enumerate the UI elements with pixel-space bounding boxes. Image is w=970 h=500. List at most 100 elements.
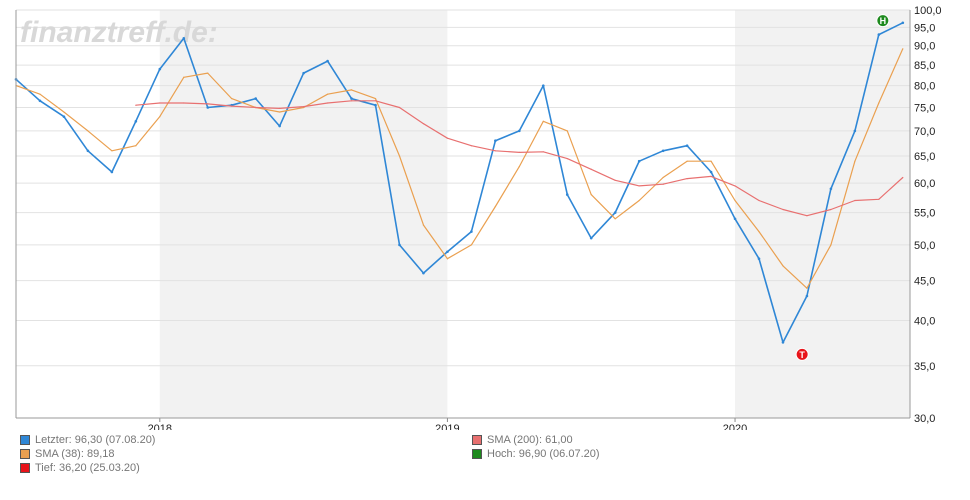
series-point-letzter (494, 139, 497, 142)
series-point-sma-38 (806, 287, 808, 289)
series-point-letzter (661, 149, 665, 153)
series-point-sma-200 (638, 185, 640, 187)
y-tick-label: 90,0 (914, 41, 935, 53)
series-point-letzter (709, 170, 713, 174)
series-point-sma-38 (422, 224, 425, 226)
x-tick-label: 2020 (723, 423, 747, 430)
legend-swatch-sma38 (20, 449, 30, 459)
series-point-sma-200 (614, 179, 616, 181)
series-point-letzter (254, 97, 257, 100)
price-chart: finanztreff.de: 30,0 35,0 40,0 45,0 50,0 55,0… (14, 5, 942, 430)
series-point-sma-200 (758, 199, 760, 202)
series-point-sma-200 (231, 105, 233, 107)
series-point-letzter (38, 99, 42, 103)
series-point-sma-38 (398, 155, 401, 157)
series-point-letzter (613, 211, 617, 214)
series-point-sma-38 (782, 265, 784, 267)
series-point-sma-38 (878, 102, 880, 104)
series-point-sma-38 (638, 199, 640, 202)
series-point-sma-38 (662, 176, 664, 179)
series-point-letzter (62, 115, 66, 118)
series-point-sma-200 (446, 137, 449, 139)
series-point-sma-200 (782, 208, 784, 211)
series-point-sma-200 (734, 185, 736, 187)
series-point-sma-200 (518, 151, 520, 153)
legend: Letzter: 96,30 (07.08.20) SMA (200): 61,… (20, 434, 720, 478)
series-point-letzter (350, 97, 353, 100)
grid-lines (16, 9, 910, 419)
series-point-letzter (829, 187, 833, 191)
legend-label-sma200: SMA (200): 61,00 (487, 434, 573, 446)
series-point-sma-200 (326, 102, 329, 104)
series-point-sma-38 (830, 244, 832, 246)
series-point-sma-200 (279, 107, 281, 109)
y-tick-label: 100,0 (914, 5, 942, 17)
series-point-letzter (446, 250, 449, 254)
series-line-letzter (15, 22, 904, 344)
legend-label-low: Tief: 36,20 (25.03.20) (35, 462, 140, 474)
series-point-letzter (182, 36, 186, 40)
series-point-letzter (470, 230, 473, 233)
series-point-letzter (86, 149, 90, 153)
series-point-sma-200 (350, 100, 353, 102)
series-point-sma-38 (87, 130, 89, 132)
series-point-sma-38 (279, 111, 281, 113)
legend-item-high: Hoch: 96,90 (06.07.20) (472, 448, 600, 460)
y-tick-label: 55,0 (914, 208, 935, 220)
legend-item-sma38: SMA (38): 89,18 (20, 448, 115, 460)
series-point-sma-200 (854, 199, 856, 202)
series-layer (14, 21, 905, 344)
series-point-letzter (158, 67, 162, 71)
series-point-sma-38 (542, 120, 544, 122)
series-point-sma-38 (710, 160, 712, 162)
legend-swatch-last (20, 435, 30, 445)
y-tick-label: 75,0 (914, 102, 935, 114)
series-point-letzter (206, 106, 210, 109)
series-point-sma-38 (39, 93, 41, 95)
series-point-sma-38 (854, 160, 856, 162)
series-point-letzter (302, 71, 305, 75)
series-point-sma-38 (902, 48, 904, 50)
series-point-sma-38 (614, 218, 616, 220)
high-marker-label: H (880, 16, 887, 26)
markers: HT (795, 14, 890, 361)
series-point-sma-38 (758, 231, 760, 233)
series-point-sma-38 (183, 76, 185, 78)
legend-swatch-low (20, 463, 30, 473)
series-point-sma-200 (494, 150, 496, 152)
series-point-sma-38 (686, 160, 688, 162)
legend-swatch-sma200 (472, 435, 482, 445)
series-point-sma-38 (231, 97, 233, 100)
series-point-sma-200 (902, 176, 904, 179)
series-point-letzter (422, 271, 425, 275)
y-tick-label: 40,0 (914, 316, 935, 328)
series-point-sma-200 (806, 215, 808, 217)
axes (15, 10, 911, 422)
y-tick-label: 95,0 (914, 22, 935, 34)
series-point-sma-200 (590, 168, 592, 170)
legend-item-sma200: SMA (200): 61,00 (472, 434, 573, 446)
series-point-letzter (518, 129, 521, 133)
series-point-sma-200 (662, 183, 664, 185)
series-point-sma-200 (374, 100, 377, 102)
year-shade-2020 (735, 10, 910, 418)
series-point-sma-200 (398, 106, 401, 109)
series-point-sma-38 (566, 130, 568, 132)
series-point-sma-200 (135, 104, 137, 106)
series-point-letzter (589, 236, 593, 240)
series-point-letzter (733, 217, 737, 221)
series-point-letzter (877, 33, 881, 36)
series-point-letzter (374, 103, 377, 107)
series-point-sma-38 (326, 93, 329, 95)
series-point-sma-200 (422, 123, 425, 125)
series-point-sma-200 (207, 103, 209, 105)
series-point-sma-38 (63, 111, 65, 113)
legend-swatch-high (472, 449, 482, 459)
legend-label-sma38: SMA (38): 89,18 (35, 448, 115, 460)
year-shading (159, 10, 910, 418)
series-point-sma-38 (207, 72, 209, 74)
series-point-sma-200 (830, 208, 832, 211)
series-point-letzter (757, 257, 761, 261)
year-shade-2018 (159, 10, 448, 418)
